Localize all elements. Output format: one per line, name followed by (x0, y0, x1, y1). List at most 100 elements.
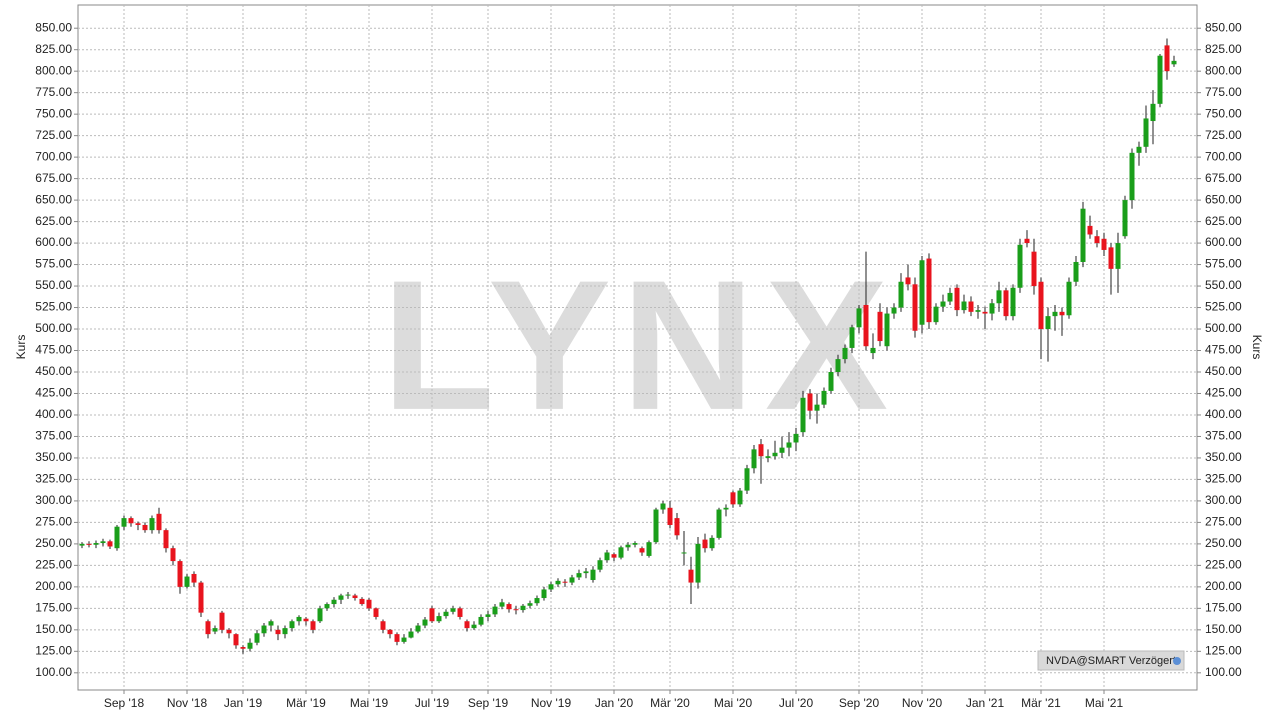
candle-body (961, 301, 967, 311)
candle-body (212, 628, 218, 632)
y-tick-label: 250.00 (35, 536, 72, 550)
y2-tick-label: 100.00 (1205, 665, 1242, 679)
y2-tick-label: 775.00 (1205, 85, 1242, 99)
candle-body (583, 571, 589, 574)
candle-body (296, 616, 302, 622)
candle-body (989, 303, 995, 314)
candle-body (1073, 261, 1079, 282)
candle-body (898, 281, 904, 308)
y-tick-label: 700.00 (35, 149, 72, 163)
y2-tick-label: 800.00 (1205, 63, 1242, 77)
candle-body (170, 548, 176, 562)
candle-body (366, 599, 372, 609)
x-tick-label: Nov '20 (902, 696, 943, 710)
candle-body (772, 452, 778, 457)
candle-body (877, 311, 883, 342)
candle-body (821, 390, 827, 405)
candle-body (982, 311, 988, 314)
y-tick-label: 100.00 (35, 665, 72, 679)
candle-body (688, 569, 694, 583)
candle-body (807, 393, 813, 411)
candle-body (1066, 281, 1072, 316)
y-tick-label: 600.00 (35, 235, 72, 249)
candle-body (870, 347, 876, 354)
x-tick-label: Mär '21 (1021, 696, 1061, 710)
candle-body (863, 304, 869, 347)
candle-body (681, 552, 687, 554)
candle-body (121, 518, 127, 527)
candle-body (716, 509, 722, 538)
x-tick-label: Mai '21 (1085, 696, 1124, 710)
candle-body (842, 347, 848, 360)
y-tick-label: 150.00 (35, 622, 72, 636)
y2-axis-label: Kurs (1250, 335, 1264, 360)
candle-body (128, 518, 134, 524)
y2-tick-label: 275.00 (1205, 515, 1242, 529)
candle-body (1045, 316, 1051, 330)
candle-body (415, 625, 421, 632)
candle-body (114, 526, 120, 549)
candle-body (891, 307, 897, 314)
candle-body (1143, 118, 1149, 147)
candle-body (646, 542, 652, 556)
y2-tick-label: 550.00 (1205, 278, 1242, 292)
candle-body (408, 631, 414, 638)
candle-body (1087, 225, 1093, 235)
candle-body (604, 552, 610, 561)
y-tick-label: 675.00 (35, 171, 72, 185)
candle-body (464, 621, 470, 629)
candle-body (1080, 208, 1086, 262)
candle-body (310, 621, 316, 630)
candle-body (422, 619, 428, 626)
candle-body (177, 561, 183, 587)
candle-body (107, 541, 113, 547)
y-tick-label: 375.00 (35, 429, 72, 443)
y-tick-label: 750.00 (35, 106, 72, 120)
y2-tick-label: 500.00 (1205, 321, 1242, 335)
candle-body (849, 327, 855, 348)
candle-body (86, 543, 92, 545)
candle-body (247, 642, 253, 649)
candle-body (331, 599, 337, 605)
candle-body (485, 614, 491, 617)
x-tick-label: Jan '20 (595, 696, 634, 710)
y2-tick-label: 175.00 (1205, 601, 1242, 615)
candle-body (254, 633, 260, 643)
y-tick-label: 300.00 (35, 493, 72, 507)
y-tick-label: 650.00 (35, 192, 72, 206)
candle-body (1024, 238, 1030, 244)
candle-body (912, 284, 918, 331)
y-tick-label: 175.00 (35, 601, 72, 615)
candle-body (730, 492, 736, 505)
badge-icon (1173, 657, 1181, 665)
candle-body (541, 589, 547, 599)
candle-body (527, 603, 533, 606)
candle-body (779, 447, 785, 453)
candle-body (345, 594, 351, 596)
candle-body (926, 258, 932, 323)
candle-body (359, 598, 365, 605)
y2-tick-label: 600.00 (1205, 235, 1242, 249)
y2-tick-label: 675.00 (1205, 171, 1242, 185)
y2-tick-label: 750.00 (1205, 106, 1242, 120)
y-tick-label: 575.00 (35, 257, 72, 271)
candle-body (1094, 236, 1100, 244)
candle-body (611, 554, 617, 558)
y2-tick-label: 450.00 (1205, 364, 1242, 378)
candle-body (1101, 238, 1107, 250)
candle-body (793, 433, 799, 443)
candle-body (954, 287, 960, 311)
y2-tick-label: 525.00 (1205, 300, 1242, 314)
y2-tick-label: 400.00 (1205, 407, 1242, 421)
y-tick-label: 525.00 (35, 300, 72, 314)
y-tick-label: 275.00 (35, 515, 72, 529)
y2-tick-label: 300.00 (1205, 493, 1242, 507)
candle-body (233, 634, 239, 646)
y-tick-label: 500.00 (35, 321, 72, 335)
candle-body (919, 260, 925, 325)
candle-body (674, 518, 680, 536)
candle-body (653, 509, 659, 543)
candle-body (940, 301, 946, 307)
candle-body (457, 608, 463, 617)
